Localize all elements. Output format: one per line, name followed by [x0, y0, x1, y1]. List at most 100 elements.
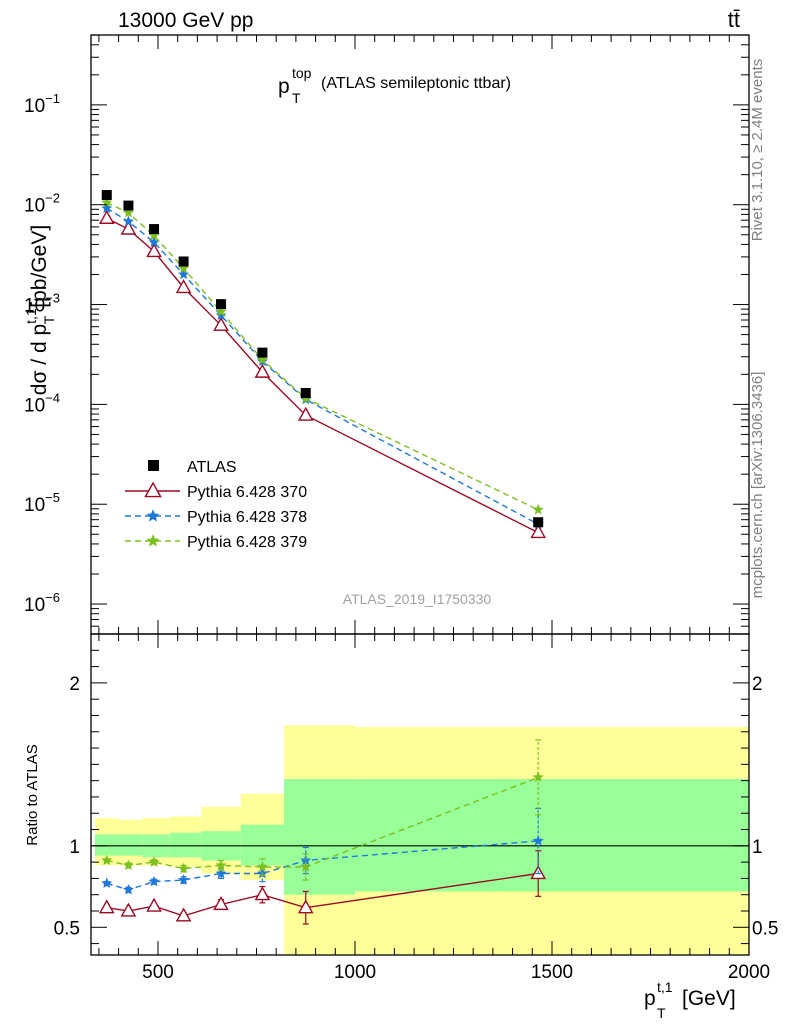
ylabel-sup: t,1 [23, 308, 39, 324]
band-stat-1 [118, 834, 143, 856]
xlabel-sup: t,1 [657, 979, 673, 995]
ratio-point-p370-3 [175, 907, 192, 922]
point-p378-3 [178, 268, 190, 280]
ratio-point-p379-1 [122, 859, 134, 871]
y-tick-label-2: 10−3 [24, 291, 60, 317]
band-stat-0 [94, 834, 119, 856]
point-p379-4 [215, 305, 227, 317]
collision-label: 13000 GeV pp [118, 9, 253, 32]
svg-text:dσ / d pt,1T[pb/GeV]: dσ / d pt,1 T [pb/GeV] [23, 225, 57, 395]
ratio-point-p370-1 [120, 902, 137, 917]
atlas-point-3 [178, 256, 189, 267]
atlas-point-7 [533, 517, 544, 528]
xlabel-main: p [644, 987, 656, 1010]
point-p379-5 [256, 353, 268, 365]
title-rest: (ATLAS semileptonic ttbar) [321, 75, 511, 92]
ylabel-main: dσ / d p [28, 324, 51, 395]
point-p370-3 [175, 279, 192, 294]
ratio-point-p378-3 [178, 874, 190, 885]
ratio-point-p379-0 [101, 854, 113, 866]
legend-marker-p379 [146, 534, 160, 547]
atlas-point-1 [123, 200, 134, 211]
point-p370-2 [146, 243, 162, 258]
ratio-frame [90, 633, 750, 956]
point-p370-0 [98, 209, 115, 224]
y-tick-label-3: 10−4 [24, 390, 60, 416]
ratio-point-p379-4 [215, 859, 227, 871]
analysis-label: ATLAS_2019_I1750330 [343, 591, 492, 607]
legend-marker-p378 [146, 509, 160, 522]
series-line-p378 [106, 207, 539, 525]
x-tick-label-1: 1000 [334, 962, 376, 983]
x-tick-label-0: 500 [142, 962, 174, 983]
top-series [98, 190, 547, 539]
y-tick-label-5: 10−6 [24, 590, 60, 616]
ratio-point-p379-2 [148, 856, 160, 867]
atlas-point-4 [216, 299, 227, 310]
point-p378-4 [215, 309, 227, 321]
legend: ATLAS Pythia 6.428 370 Pythia 6.428 378 Pyt… [125, 459, 307, 551]
ratio-point-p379-7 [532, 771, 544, 783]
ratio-bands [94, 725, 749, 955]
ratio-point-p378-4 [215, 867, 227, 879]
point-p378-1 [122, 215, 134, 227]
ratio-y-label: Ratio to ATLAS [24, 744, 41, 845]
ratio-point-p379-6 [300, 861, 312, 872]
x-axis-label: p t,1 T [GeV] [644, 979, 736, 1021]
ratio-tick-label-left-0: 0.5 [54, 918, 80, 939]
axes: 500 1000 1500 2000 10−1 10−2 10−3 10−4 10−5 10−6 0… [24, 34, 778, 983]
ratio-tick-label-right-0: 0.5 [752, 918, 778, 939]
plot-title: p top T (ATLAS semileptonic ttbar) [278, 65, 511, 106]
ratio-tick-label-left-1: 1 [69, 837, 80, 858]
y-tick-label-4: 10−5 [24, 490, 60, 516]
atlas-point-5 [257, 347, 268, 358]
atlas-point-2 [149, 224, 160, 235]
ratio-tick-label-right-1: 1 [752, 837, 763, 858]
legend-label-p370: Pythia 6.428 370 [187, 484, 307, 501]
rivet-label: Rivet 3.1.10, ≥ 2.4M events [749, 59, 766, 242]
ratio-tick-label-right-2: 2 [752, 674, 763, 695]
xlabel-unit: [GeV] [682, 987, 736, 1010]
ratio-point-p370-2 [146, 897, 162, 912]
mcplots-label: mcplots.cern.ch [arXiv:1306.3436] [749, 372, 766, 599]
band-stat-6 [284, 779, 355, 895]
atlas-point-0 [101, 190, 112, 201]
ratio-point-p370-0 [98, 899, 115, 914]
ratio-point-p378-1 [122, 884, 134, 895]
process-label: tt̄ [728, 7, 740, 32]
legend-label-p378: Pythia 6.428 378 [187, 509, 307, 526]
ylabel-unit: [pb/GeV] [28, 225, 51, 308]
point-p370-5 [254, 363, 271, 378]
point-p370-4 [213, 316, 229, 331]
ratio-series [98, 739, 547, 925]
ratio-point-p379-5 [256, 861, 268, 872]
ratio-point-p370-4 [213, 896, 229, 911]
series-line-p379 [106, 201, 539, 511]
ratio-point-p378-2 [148, 875, 160, 887]
x-tick-label-3: 2000 [728, 962, 770, 983]
point-p379-7 [532, 504, 544, 515]
y-axis-label: dσ / d pt,1 T [pb/GeV] [23, 225, 57, 395]
series-line-p370 [106, 217, 539, 534]
ratio-point-p370-5 [254, 886, 271, 901]
legend-marker-atlas [148, 460, 159, 471]
legend-label-p379: Pythia 6.428 379 [187, 534, 307, 551]
title-sub: T [292, 90, 301, 106]
point-p379-3 [178, 262, 190, 274]
ratio-point-p370-6 [297, 899, 314, 914]
title-sup: top [292, 65, 312, 81]
band-stat-7 [354, 779, 749, 892]
ratio-line-p379 [106, 776, 539, 870]
ratio-point-p378-7 [532, 835, 544, 846]
ratio-tick-label-left-2: 2 [69, 674, 80, 695]
point-p370-6 [297, 406, 314, 421]
y-tick-label-1: 10−2 [24, 191, 60, 217]
atlas-point-6 [300, 388, 311, 399]
point-p370-7 [530, 524, 547, 539]
title-main: p [278, 75, 290, 98]
point-p370-1 [120, 220, 137, 235]
x-tick-label-2: 1500 [531, 962, 573, 983]
ratio-point-p379-3 [178, 862, 190, 874]
ratio-point-p378-0 [101, 877, 113, 888]
